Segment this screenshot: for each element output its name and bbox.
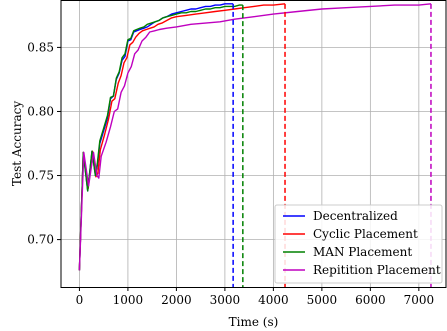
series-line-2	[78, 4, 243, 271]
x-tick-label-6: 6000	[355, 293, 386, 307]
x-axis-ticks: 0 1000 2000 3000 4000 5000 6000 7000	[76, 287, 435, 307]
x-tick-label-2: 2000	[161, 293, 192, 307]
legend-label-1: Cyclic Placement	[313, 227, 418, 241]
series-lines	[78, 3, 432, 271]
plot-frame	[60, 0, 447, 288]
legend-label-3: Repitition Placement	[313, 263, 441, 277]
y-tick-label-2: 0.80	[27, 104, 54, 118]
x-axis-label: Time (s)	[229, 315, 279, 329]
x-tick-label-0: 0	[76, 293, 84, 307]
x-tick-label-7: 7000	[404, 293, 435, 307]
y-tick-label-0: 0.70	[27, 233, 54, 247]
legend-label-2: MAN Placement	[313, 245, 412, 259]
y-tick-label-3: 0.85	[27, 40, 54, 54]
series-line-1	[78, 3, 286, 271]
series-line-0	[78, 3, 234, 271]
x-tick-label-4: 4000	[258, 293, 289, 307]
legend-label-0: Decentralized	[313, 209, 398, 223]
series-line-3	[78, 3, 432, 271]
y-axis-label: Test Accuracy	[10, 101, 24, 186]
grid	[61, 0, 446, 287]
x-tick-label-1: 1000	[113, 293, 144, 307]
y-axis-ticks: 0.70 0.75 0.80 0.85	[27, 40, 61, 247]
legend-box	[274, 204, 443, 284]
legend: Decentralized Cyclic Placement MAN Placeme…	[274, 204, 443, 284]
x-tick-label-3: 3000	[210, 293, 241, 307]
y-tick-label-1: 0.75	[27, 169, 54, 183]
x-tick-label-5: 5000	[307, 293, 338, 307]
